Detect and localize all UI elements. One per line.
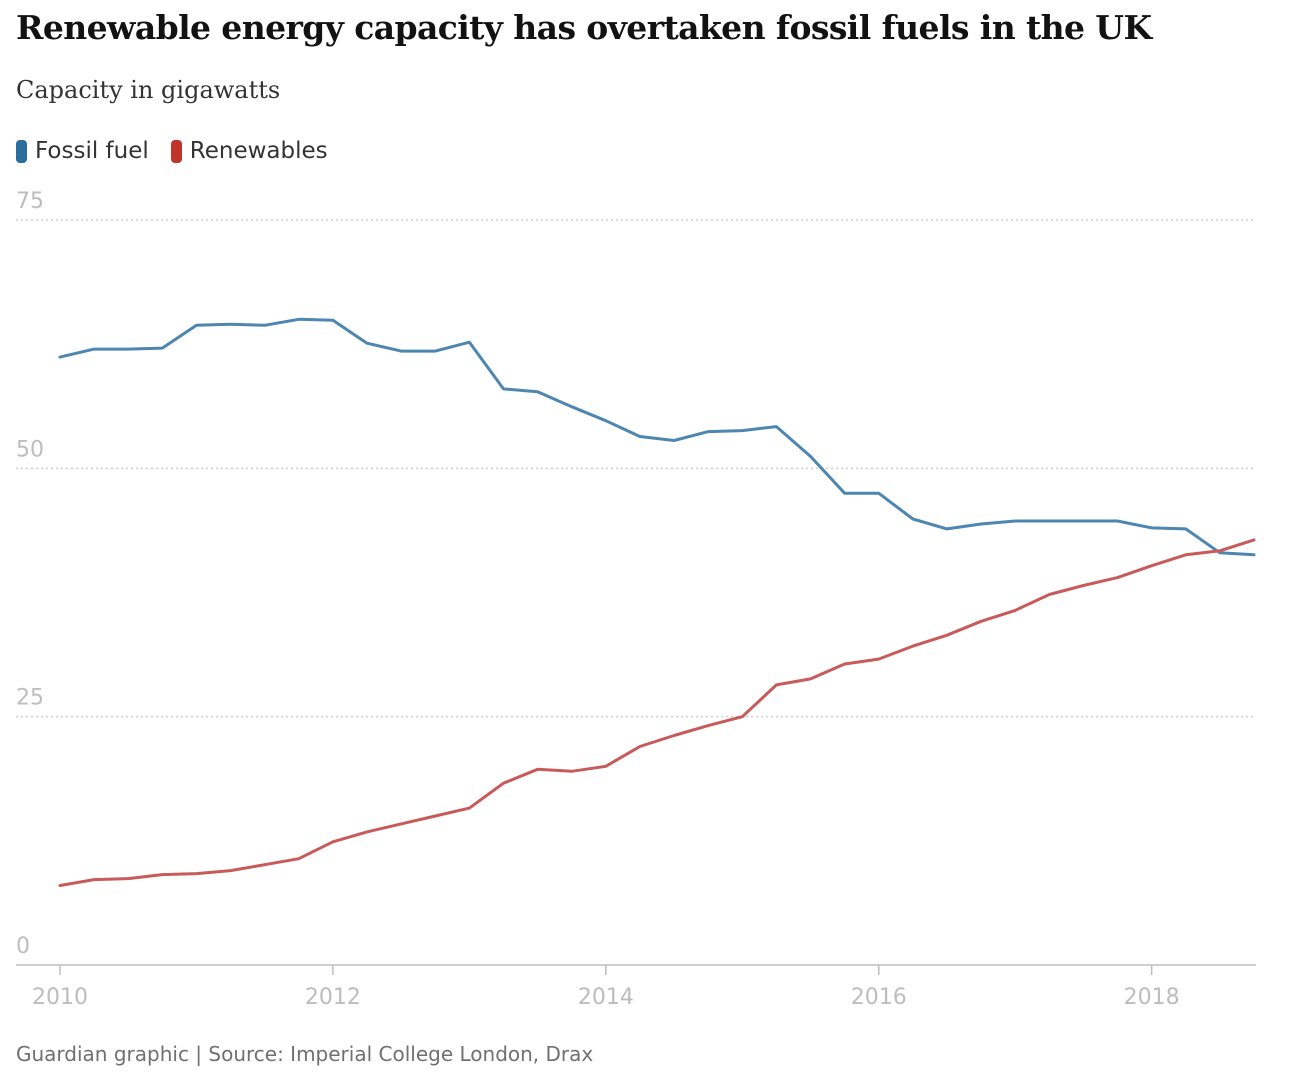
legend-label-renewables: Renewables: [189, 138, 328, 164]
legend: Fossil fuel Renewables: [16, 138, 328, 164]
y-tick-label-0: 0: [16, 934, 30, 959]
x-tick-label-2010: 2010: [32, 985, 88, 1010]
legend-label-fossil-fuel: Fossil fuel: [35, 138, 149, 164]
series-line-renewables: [58, 538, 1256, 887]
x-tick-label-2014: 2014: [578, 985, 634, 1010]
chart-title: Renewable energy capacity has overtaken …: [16, 8, 1152, 47]
y-tick-label-50: 50: [16, 437, 44, 462]
x-tick-label-2012: 2012: [305, 985, 361, 1010]
y-tick-label-75: 75: [16, 189, 44, 214]
legend-item-fossil-fuel: Fossil fuel: [16, 138, 149, 164]
legend-swatch-fossil-fuel: [16, 139, 27, 163]
x-tick-label-2018: 2018: [1124, 985, 1180, 1010]
x-tick-label-2016: 2016: [851, 985, 907, 1010]
legend-swatch-renewables: [170, 139, 182, 163]
line-chart: 0 25 50 75 2010 2012 2014 2016 2018: [16, 189, 1256, 1010]
chart-subtitle: Capacity in gigawatts: [16, 76, 281, 104]
legend-item-renewables: Renewables: [170, 138, 328, 164]
y-tick-label-25: 25: [16, 686, 44, 711]
source-note: Guardian graphic | Source: Imperial Coll…: [16, 1042, 594, 1066]
series-line-fossil-fuel: [58, 317, 1256, 557]
